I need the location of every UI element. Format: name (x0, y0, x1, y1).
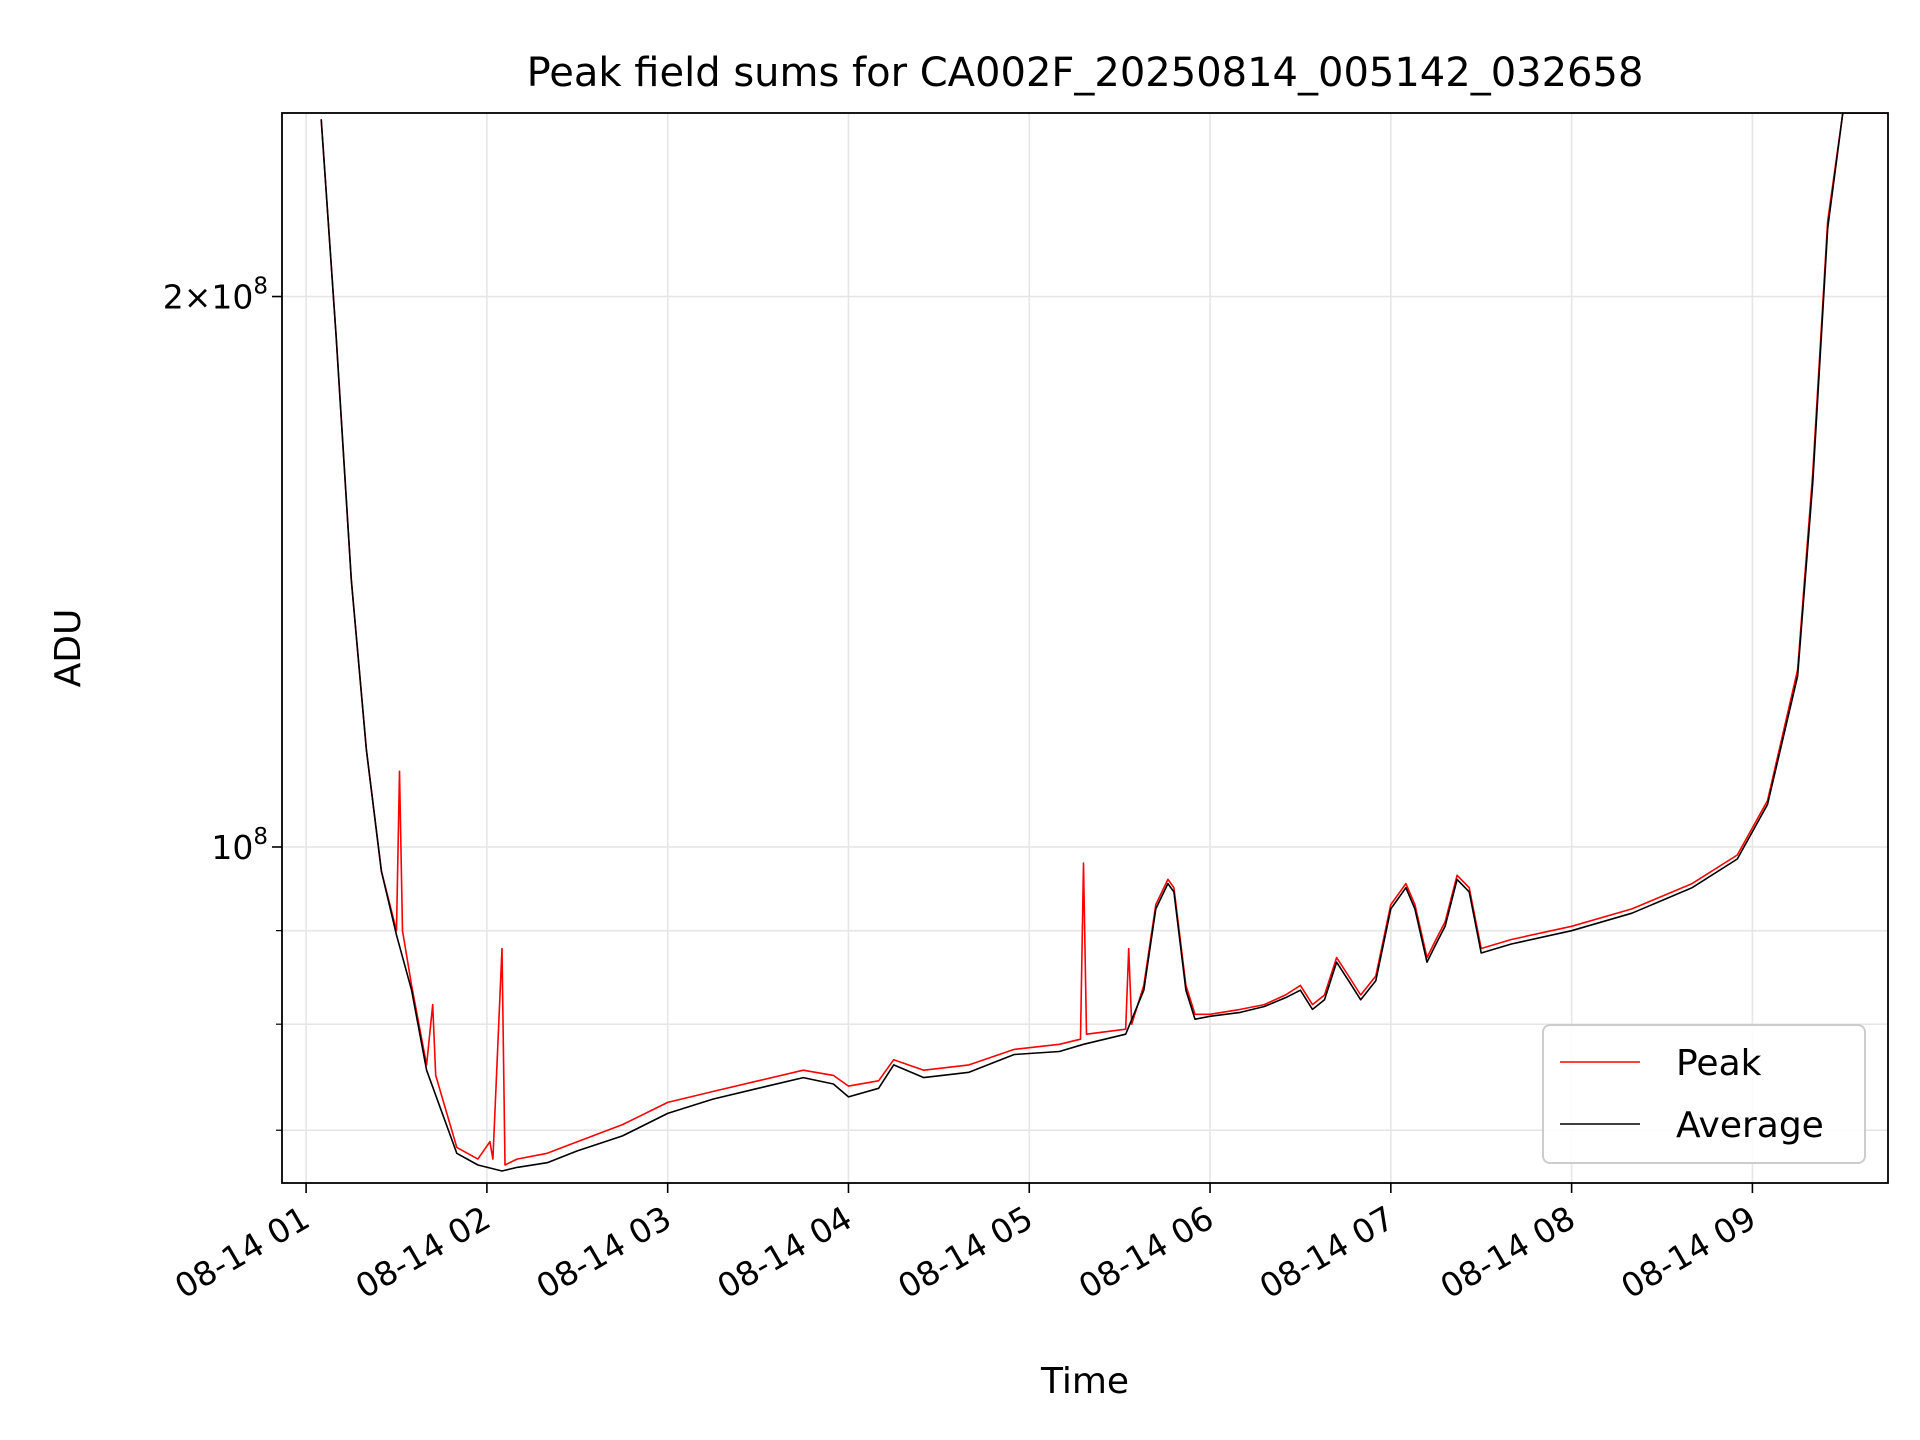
series-line-peak (320, 113, 1888, 1166)
plot-frame (281, 112, 1889, 1184)
series-layer (320, 113, 1888, 1172)
y-tick-label-base: 10 (211, 828, 253, 867)
chart-title: Peak field sums for CA002F_20250814_0051… (527, 50, 1644, 96)
y-tick-label-exponent: 8 (253, 824, 268, 850)
y-tick-label: 2×108 (163, 274, 268, 317)
legend-average-label: Average (1676, 1105, 1824, 1146)
y-tick-label-exponent: 8 (253, 274, 268, 300)
series-line-average (320, 113, 1888, 1172)
y-tick-label: 108 (211, 824, 268, 867)
y-axis-label: ADU (48, 609, 89, 688)
legend-box (1542, 1024, 1866, 1164)
y-tick-label-base: 2×10 (163, 278, 254, 317)
x-axis-label: Time (1040, 1361, 1129, 1402)
legend-peak-label: Peak (1676, 1043, 1762, 1084)
legend: Peak Average (1542, 1024, 1866, 1164)
